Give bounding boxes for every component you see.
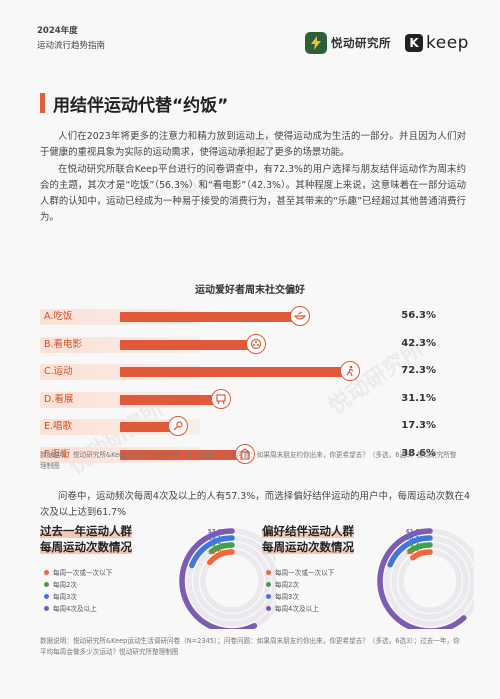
ring-value-label: 13.9% [208,550,228,556]
brand-logo-yuedong: 悦动研究所 [305,30,391,56]
ring-arc [193,542,271,620]
ring-value-label: 61.7% [406,529,426,535]
card-title: 过去一年运动人群 每周运动次数情况 [40,523,132,555]
donut-chart: 57.3%19.1%9.7%13.9% [179,528,276,629]
runner-icon [339,361,360,381]
section-title: 用结伴运动代替“约饭” [53,96,229,116]
ring-value-label: 57.3% [208,529,228,535]
legend-dot [44,605,49,611]
paragraph: 问卷中，运动频次每周4次及以上的人有57.3%，而选择偏好结伴运动的用户中，每周… [40,491,470,518]
shop-icon [234,443,255,464]
card-title-line: 每周运动次数情况 [40,540,132,554]
legend-dot [266,593,271,599]
bar [120,449,241,460]
bar [120,339,253,350]
bar-value-label: 31.1% [401,392,436,404]
bar-row: A.吃饭 56.3% [40,306,464,327]
donut-card-2: 偏好结伴运动人群 每周运动次数情况 每周一次或一次以下 每周2次 每周3次 每周… [262,517,474,629]
chart-title: 运动爱好者周末社交偏好 [195,285,305,296]
title-accent-bar [40,93,45,113]
bar-value-label: 17.3% [401,420,436,431]
bar [120,394,218,405]
legend-label: 每周一次或一次以下 [53,569,113,577]
ring-arc [391,542,469,620]
ring-value-label: 19.1% [208,536,228,542]
legend-dot [266,581,271,587]
bar-row: B.看电影 42.3% [40,333,464,355]
page-header: 2024年度 运动流行趋势指南 悦动研究所 K keep [37,24,469,64]
card-title-line: 过去一年运动人群 [40,524,132,538]
ring-arc [384,535,474,627]
ring-arc [179,528,276,629]
bar-value-label: 38.6% [401,447,436,459]
ring-value-label: 9.7% [212,543,228,549]
legend-dot [266,569,271,575]
bar-row: D.看展 31.1% [40,388,464,410]
legend-label: 每周2次 [275,581,299,589]
ring-arc [377,528,474,629]
donut-chart: 61.7%18.8%9.4%10.1% [377,528,474,629]
bar-row: C.运动 72.3% [40,361,464,382]
legend-label: 每周4次及以上 [53,605,97,613]
legend-label: 每周4次及以上 [275,605,319,613]
bar-row: F.逛街 38.6% [40,443,464,465]
film-icon [246,333,267,354]
legend-label: 每周3次 [53,593,77,601]
ring-value-label: 10.1% [406,550,426,556]
ring-arc [398,549,462,613]
bar-row: E.唱歌 17.3% [40,416,464,437]
data-note: 数据说明：悦动研究所&Keep运动生活调研问卷（N=2345）；问卷问题：如果周… [40,637,460,656]
header-subtitle: 运动流行趋势指南 [37,41,106,51]
legend-dot [44,581,49,587]
brand-logo-keep: K keep [405,30,469,56]
legend-label: 每周3次 [275,593,299,601]
legend-item: 每周2次 [266,578,334,590]
brand-name: 悦动研究所 [331,36,391,50]
legend-label: 每周一次或一次以下 [275,569,335,577]
header-year: 2024年度 [37,26,78,36]
ring-arc [200,549,264,613]
legend-item: 每周2次 [44,578,112,590]
ring-track [391,542,469,620]
bar-value-label: 72.3% [401,365,436,376]
easel-icon [211,388,232,409]
bar-value-label: 42.3% [401,337,436,349]
legend-dot [266,605,271,611]
ring-track [398,549,462,613]
lightning-icon [305,32,327,54]
bar [120,367,346,377]
legend-item: 每周3次 [44,590,112,602]
paragraph: 人们在2023年将更多的注意力和精力放到运动上，使得运动成为生活的一部分。并且因… [40,131,466,158]
legend-dot [44,569,49,575]
microphone-icon [168,416,189,436]
legend-item: 每周4次及以上 [44,602,112,614]
card-title: 偏好结伴运动人群 每周运动次数情况 [262,523,354,555]
legend-item: 每周一次或一次以下 [266,566,334,578]
legend-item: 每周3次 [266,590,334,602]
ring-track [193,542,271,620]
legend-dot [44,593,49,599]
keep-k-icon: K [405,34,423,52]
legend-label: 每周2次 [53,581,77,589]
bar-value-label: 56.3% [401,310,436,321]
card-title-line: 偏好结伴运动人群 [262,524,354,538]
brand-name: keep [426,33,469,53]
paragraph: 在悦动研究所联合Keep平台进行的问卷调查中，有72.3%的用户选择与朋友结伴运… [40,164,466,223]
bar [120,422,175,432]
legend: 每周一次或一次以下 每周2次 每周3次 每周4次及以上 [44,566,112,614]
ring-value-label: 18.8% [406,536,426,542]
ring-value-label: 9.4% [410,543,426,549]
donut-card-1: 过去一年运动人群 每周运动次数情况 每周一次或一次以下 每周2次 每周3次 每周… [40,517,276,629]
legend-item: 每周4次及以上 [266,602,334,614]
bowl-icon [289,306,310,326]
bar [120,312,296,322]
card-title-line: 每周运动次数情况 [262,540,354,554]
ring-arc [186,535,276,627]
legend-item: 每周一次或一次以下 [44,566,112,578]
legend: 每周一次或一次以下 每周2次 每周3次 每周4次及以上 [266,566,334,614]
data-note: 数据说明：悦动研究所&Keep运动生活调研问卷（N=2345）；问卷问题：如果周… [40,451,457,470]
